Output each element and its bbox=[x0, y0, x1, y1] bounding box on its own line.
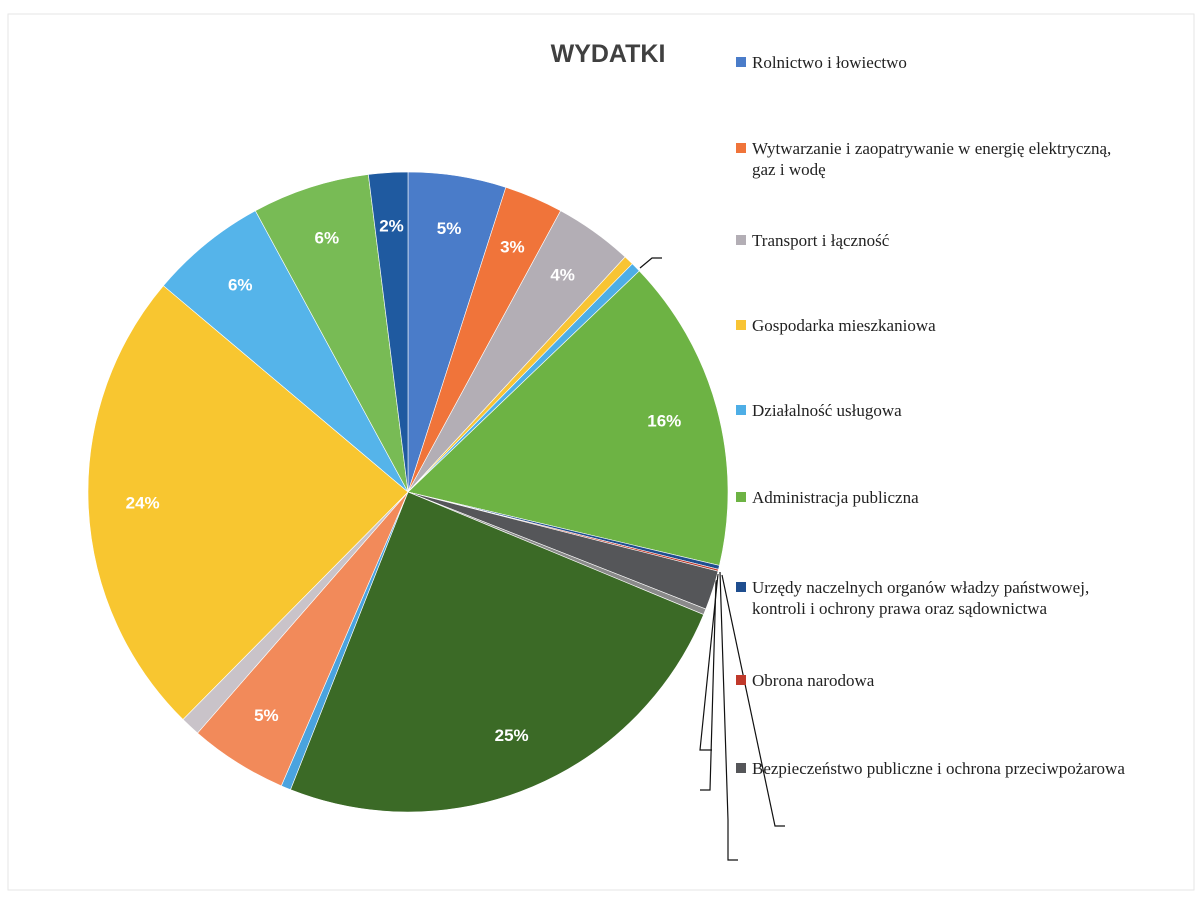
data-label: 3% bbox=[500, 237, 525, 256]
pie-slice bbox=[162, 210, 409, 493]
legend-entry: Rolnictwo i łowiectwo bbox=[736, 52, 1132, 73]
data-label: 5% bbox=[254, 706, 279, 725]
data-label: 25% bbox=[495, 726, 529, 745]
leader-lines bbox=[639, 257, 785, 861]
legend-label: Działalność usługowa bbox=[752, 401, 902, 420]
legend-swatch bbox=[736, 143, 746, 153]
legend-label: Rolnictwo i łowiectwo bbox=[752, 53, 907, 72]
pie-slice bbox=[367, 171, 409, 493]
legend-entry: Działalność usługowa bbox=[736, 400, 1132, 421]
pie-slice bbox=[254, 174, 409, 493]
data-label: 4% bbox=[550, 266, 575, 285]
legend-label: Wytwarzanie i zaopatrywanie w energię el… bbox=[752, 139, 1112, 179]
legend-entry: Wytwarzanie i zaopatrywanie w energię el… bbox=[736, 138, 1132, 180]
legend-label: Bezpieczeństwo publiczne i ochrona przec… bbox=[752, 759, 1125, 778]
legend-entry: Obrona narodowa bbox=[736, 670, 1132, 691]
legend-swatch bbox=[736, 235, 746, 245]
legend-swatch bbox=[736, 582, 746, 592]
pie-slice bbox=[290, 491, 704, 813]
frame bbox=[7, 13, 1195, 891]
legend-swatch bbox=[736, 405, 746, 415]
legend-swatch bbox=[736, 57, 746, 67]
data-label: 6% bbox=[228, 276, 253, 295]
legend-entry: Urzędy naczelnych organów władzy państwo… bbox=[736, 577, 1132, 619]
legend-entry: Bezpieczeństwo publiczne i ochrona przec… bbox=[736, 758, 1132, 779]
legend-swatch bbox=[736, 763, 746, 773]
legend-label: Gospodarka mieszkaniowa bbox=[752, 316, 936, 335]
legend-label: Obrona narodowa bbox=[752, 671, 875, 690]
data-label: 6% bbox=[314, 229, 339, 248]
pie-slice bbox=[407, 270, 729, 566]
legend-entry: Transport i łączność bbox=[736, 230, 1132, 251]
chart-title: WYDATKI bbox=[551, 40, 666, 68]
legend-label: Transport i łączność bbox=[752, 231, 890, 250]
data-label: 24% bbox=[126, 493, 160, 512]
legend-label: Administracja publiczna bbox=[752, 488, 919, 507]
pie-slice bbox=[87, 285, 409, 720]
legend-swatch bbox=[736, 492, 746, 502]
legend-swatch bbox=[736, 675, 746, 685]
data-label: 2% bbox=[379, 216, 404, 235]
legend-label: Urzędy naczelnych organów władzy państwo… bbox=[752, 578, 1090, 618]
data-label: 16% bbox=[647, 412, 681, 431]
legend-entry: Gospodarka mieszkaniowa bbox=[736, 315, 1132, 336]
legend-entry: Administracja publiczna bbox=[736, 487, 1132, 508]
data-label: 5% bbox=[437, 219, 462, 238]
legend-swatch bbox=[736, 320, 746, 330]
